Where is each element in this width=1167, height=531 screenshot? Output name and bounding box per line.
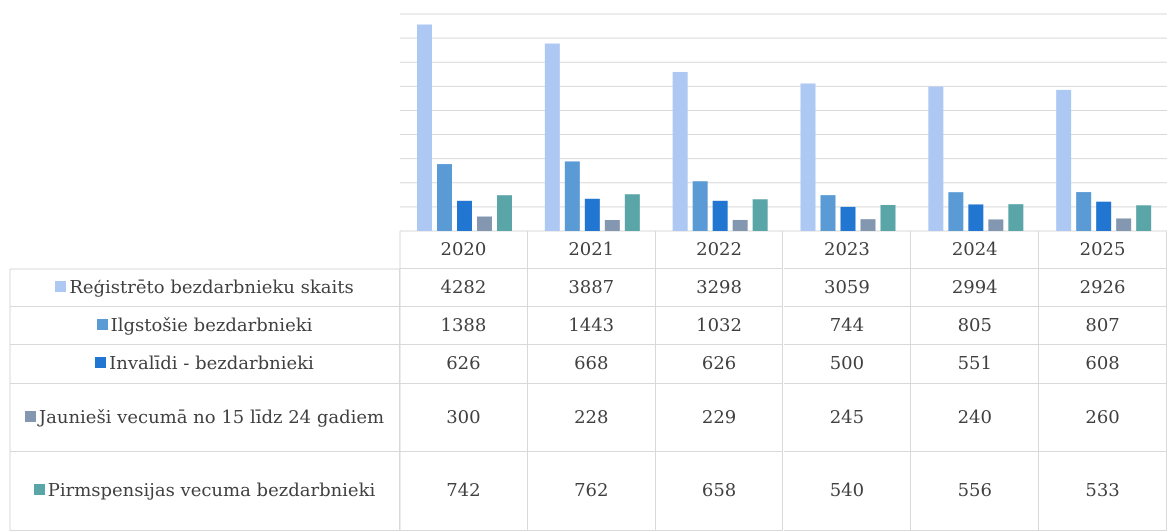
x-tick-label: 2023 xyxy=(783,231,912,269)
table-value: 2994 xyxy=(911,269,1040,307)
table-value: 556 xyxy=(911,452,1040,531)
bar xyxy=(800,83,816,231)
bar xyxy=(672,71,688,232)
table-value: 500 xyxy=(783,345,912,384)
bar xyxy=(752,199,768,231)
bar xyxy=(584,198,600,231)
bar xyxy=(1096,201,1112,231)
bar xyxy=(948,192,964,231)
bar xyxy=(692,181,708,231)
table-value: 1443 xyxy=(527,307,656,345)
table-value: 229 xyxy=(655,384,784,452)
bar xyxy=(604,220,620,231)
legend-item: Ilgstošie bezdarbnieki xyxy=(96,314,313,337)
legend-label: Invalīdi - bezdarbnieki xyxy=(109,353,314,375)
legend-item: Invalīdi - bezdarbnieki xyxy=(95,352,314,375)
legend-label: Pirmspensijas vecuma bezdarbnieki xyxy=(47,480,376,502)
table-value: 245 xyxy=(783,384,912,452)
table-value: 744 xyxy=(783,307,912,345)
table-value: 1388 xyxy=(400,307,528,345)
table-value: 300 xyxy=(400,384,528,452)
bar xyxy=(1008,204,1024,231)
bar xyxy=(1136,205,1152,231)
legend-item: Jaunieši vecumā no 15 līdz 24 gadiem xyxy=(24,406,385,429)
bar xyxy=(928,86,944,231)
bar xyxy=(820,195,836,231)
x-tick-label: 2020 xyxy=(400,231,528,269)
legend-label: Jaunieši vecumā no 15 līdz 24 gadiem xyxy=(38,406,385,428)
legend-key xyxy=(95,357,107,369)
bar xyxy=(732,219,748,231)
table-value: 540 xyxy=(783,452,912,531)
table-value: 805 xyxy=(911,307,1040,345)
table-value: 228 xyxy=(527,384,656,452)
x-tick-label: 2022 xyxy=(655,231,784,269)
bar xyxy=(840,206,856,231)
bar xyxy=(437,164,452,231)
legend-entry: Pirmspensijas vecuma bezdarbnieki xyxy=(10,452,400,531)
legend-label: Ilgstošie bezdarbnieki xyxy=(110,314,313,336)
legend-entry: Invalīdi - bezdarbnieki xyxy=(10,345,400,384)
table-value: 668 xyxy=(527,345,656,384)
table-value: 260 xyxy=(1039,384,1167,452)
bar xyxy=(860,219,876,231)
legend-entry: Reģistrēto bezdarbnieku skaits xyxy=(10,269,400,307)
table-value: 533 xyxy=(1039,452,1167,531)
legend-item: Pirmspensijas vecuma bezdarbnieki xyxy=(33,479,376,502)
legend-label: Reģistrēto bezdarbnieku skaits xyxy=(69,276,354,298)
bar xyxy=(544,43,560,231)
table-value: 3887 xyxy=(527,269,656,307)
bar xyxy=(564,161,580,231)
table-value: 762 xyxy=(527,452,656,531)
x-tick-label: 2025 xyxy=(1039,231,1167,269)
table-value: 742 xyxy=(400,452,528,531)
legend-key xyxy=(24,410,36,422)
bar xyxy=(1116,218,1132,231)
table-value: 626 xyxy=(400,345,528,384)
x-tick-label: 2024 xyxy=(911,231,1040,269)
bar xyxy=(1076,192,1092,231)
table-value: 608 xyxy=(1039,345,1167,384)
table-value: 626 xyxy=(655,345,784,384)
table-value: 3059 xyxy=(783,269,912,307)
bar xyxy=(712,200,728,231)
legend-entry: Ilgstošie bezdarbnieki xyxy=(10,307,400,345)
bar xyxy=(880,204,896,231)
legend-item: Reģistrēto bezdarbnieku skaits xyxy=(55,276,354,299)
bar xyxy=(1056,89,1072,231)
bar xyxy=(417,24,432,231)
x-tick-label: 2021 xyxy=(527,231,656,269)
bar xyxy=(968,204,984,231)
bar xyxy=(477,216,492,231)
table-value: 4282 xyxy=(400,269,528,307)
bar xyxy=(497,195,512,231)
bar xyxy=(457,200,472,231)
legend-key xyxy=(55,280,67,292)
legend-entry: Jaunieši vecumā no 15 līdz 24 gadiem xyxy=(10,384,400,452)
table-value: 1032 xyxy=(655,307,784,345)
table-value: 807 xyxy=(1039,307,1167,345)
legend-key xyxy=(96,318,108,330)
table-value: 240 xyxy=(911,384,1040,452)
table-value: 658 xyxy=(655,452,784,531)
bar xyxy=(624,194,640,231)
table-value: 2926 xyxy=(1039,269,1167,307)
table-value: 3298 xyxy=(655,269,784,307)
bar xyxy=(988,219,1004,231)
legend-key xyxy=(33,484,45,496)
table-value: 551 xyxy=(911,345,1040,384)
